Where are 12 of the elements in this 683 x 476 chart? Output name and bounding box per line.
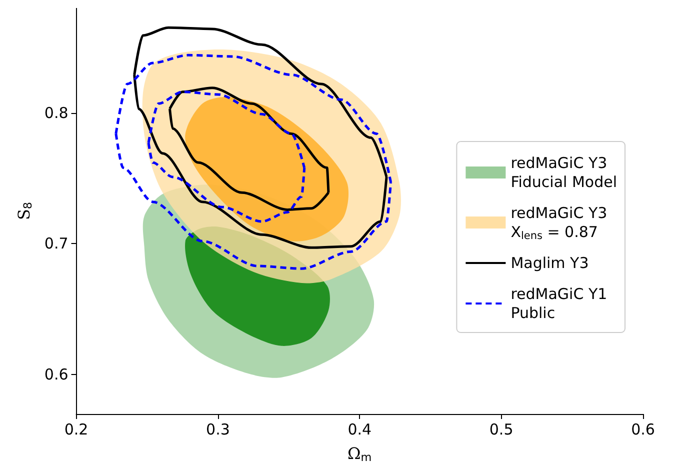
x-tick-label: 0.4 — [348, 420, 372, 438]
legend-label: redMaGiC Y3 Fiducial Model — [510, 154, 617, 191]
x-tick-label: 0.2 — [64, 420, 88, 438]
legend-label: redMaGiC Y1 Public — [510, 285, 608, 322]
x-tick-label: 0.6 — [631, 420, 655, 438]
x-tick-label: 0.3 — [206, 420, 230, 438]
y-tick-label: 0.6 — [44, 366, 68, 384]
legend-label: Maglim Y3 — [510, 254, 589, 272]
y-axis-title: S8 — [14, 202, 34, 220]
x-tick-label: 0.5 — [489, 420, 514, 438]
y-tick-label: 0.7 — [44, 234, 68, 253]
y-tick-label: 0.8 — [44, 104, 68, 122]
